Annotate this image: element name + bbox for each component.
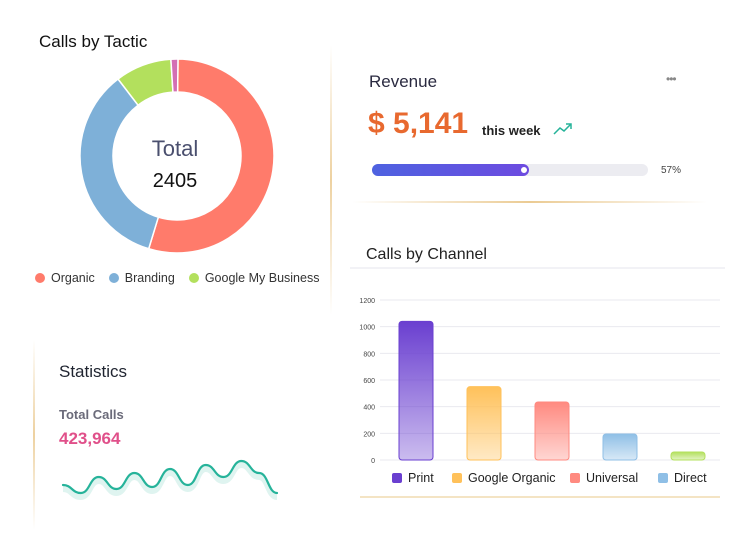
donut-slice-organic[interactable] xyxy=(147,58,275,254)
revenue-progress-knob xyxy=(520,166,529,174)
channel-legend-swatch xyxy=(658,473,668,483)
total-calls-value: 423,964 xyxy=(59,429,121,448)
revenue-title: Revenue xyxy=(369,72,438,91)
channel-legend-swatch xyxy=(570,473,580,483)
tactic-title: Calls by Tactic xyxy=(39,32,148,51)
calls-by-tactic-card: Total 2405 Calls by Tactic Organic Brandin… xyxy=(0,0,330,320)
channel-legend-swatch xyxy=(392,473,402,483)
sparkline-shadow xyxy=(62,461,278,501)
statistics-card: Statistics Total Calls 423,964 xyxy=(35,345,335,535)
donut-center-label: Total xyxy=(152,136,198,161)
y-tick-label: 400 xyxy=(363,405,375,412)
revenue-progress-label: 57% xyxy=(661,165,682,176)
channel-legend-print[interactable]: Print xyxy=(408,471,434,485)
revenue-amount: $ 5,141 xyxy=(368,107,469,140)
y-tick-label: 600 xyxy=(363,378,375,385)
revenue-card: Revenue ••• $ 5,141 this week 57% xyxy=(352,52,707,202)
bar-direct[interactable] xyxy=(602,433,638,461)
channel-legend-direct[interactable]: Direct xyxy=(674,471,707,485)
total-calls-label: Total Calls xyxy=(59,407,124,422)
vertical-divider-stats xyxy=(33,340,35,530)
statistics-title: Statistics xyxy=(59,362,128,381)
donut-center-value: 2405 xyxy=(153,170,198,192)
legend-dot xyxy=(35,273,45,283)
legend-label: Organic xyxy=(51,271,95,285)
legend-dot xyxy=(188,273,199,283)
calls-sparkline xyxy=(61,459,279,501)
revenue-progress-bar xyxy=(372,164,648,176)
y-tick-label: 1200 xyxy=(359,298,375,305)
trend-up-icon xyxy=(553,123,572,135)
channel-bar-chart: 0 200 400 600 800 1000 1200 Print Google Organic… xyxy=(350,267,725,498)
more-options-icon[interactable]: ••• xyxy=(666,72,677,86)
y-tick-label: 800 xyxy=(363,351,375,358)
y-tick-label: 1000 xyxy=(359,325,375,332)
channel-legend-swatch xyxy=(452,473,462,483)
legend-item-organic[interactable]: Organic xyxy=(35,271,95,285)
legend-item-branding[interactable]: Branding xyxy=(108,271,175,285)
bar-universal[interactable] xyxy=(534,401,570,461)
donut-slice-branding[interactable] xyxy=(79,77,160,250)
calls-by-channel-card: 0 200 400 600 800 1000 1200 Print Google Organic… xyxy=(350,235,730,505)
revenue-period: this week xyxy=(482,123,541,138)
bar-other[interactable] xyxy=(670,451,706,461)
tactic-donut-chart: Total 2405 xyxy=(79,58,275,254)
revenue-divider xyxy=(352,201,707,203)
bar-google-organic[interactable] xyxy=(466,386,502,461)
legend-dot xyxy=(108,273,119,283)
bar-print[interactable] xyxy=(398,320,434,461)
channel-legend-google-organic[interactable]: Google Organic xyxy=(468,471,556,485)
legend-label: Google My Business xyxy=(204,271,320,285)
channel-legend-universal[interactable]: Universal xyxy=(586,471,638,485)
legend-item-google-my-business[interactable]: Google My Business xyxy=(188,271,320,285)
donut-slice-other[interactable] xyxy=(170,58,179,93)
y-tick-label: 0 xyxy=(371,458,375,465)
vertical-divider xyxy=(330,45,332,315)
y-tick-label: 200 xyxy=(363,431,375,438)
revenue-progress-fill xyxy=(372,164,530,176)
legend-label: Branding xyxy=(124,271,175,285)
sparkline-path xyxy=(61,459,279,495)
tactic-legend: Organic Branding Google My Business xyxy=(35,271,319,285)
channel-title: Calls by Channel xyxy=(366,246,487,263)
